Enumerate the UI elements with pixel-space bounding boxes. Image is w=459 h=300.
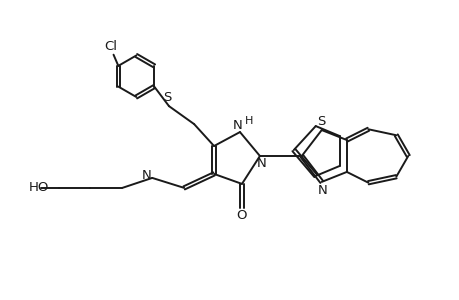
Text: HO: HO xyxy=(28,182,49,194)
Text: S: S xyxy=(316,115,325,128)
Text: N: N xyxy=(257,157,266,170)
Text: N: N xyxy=(317,184,327,197)
Text: Cl: Cl xyxy=(104,40,118,53)
Text: H: H xyxy=(244,116,252,126)
Text: N: N xyxy=(233,119,242,132)
Text: S: S xyxy=(162,91,171,104)
Text: O: O xyxy=(236,209,246,222)
Text: N: N xyxy=(141,169,151,182)
